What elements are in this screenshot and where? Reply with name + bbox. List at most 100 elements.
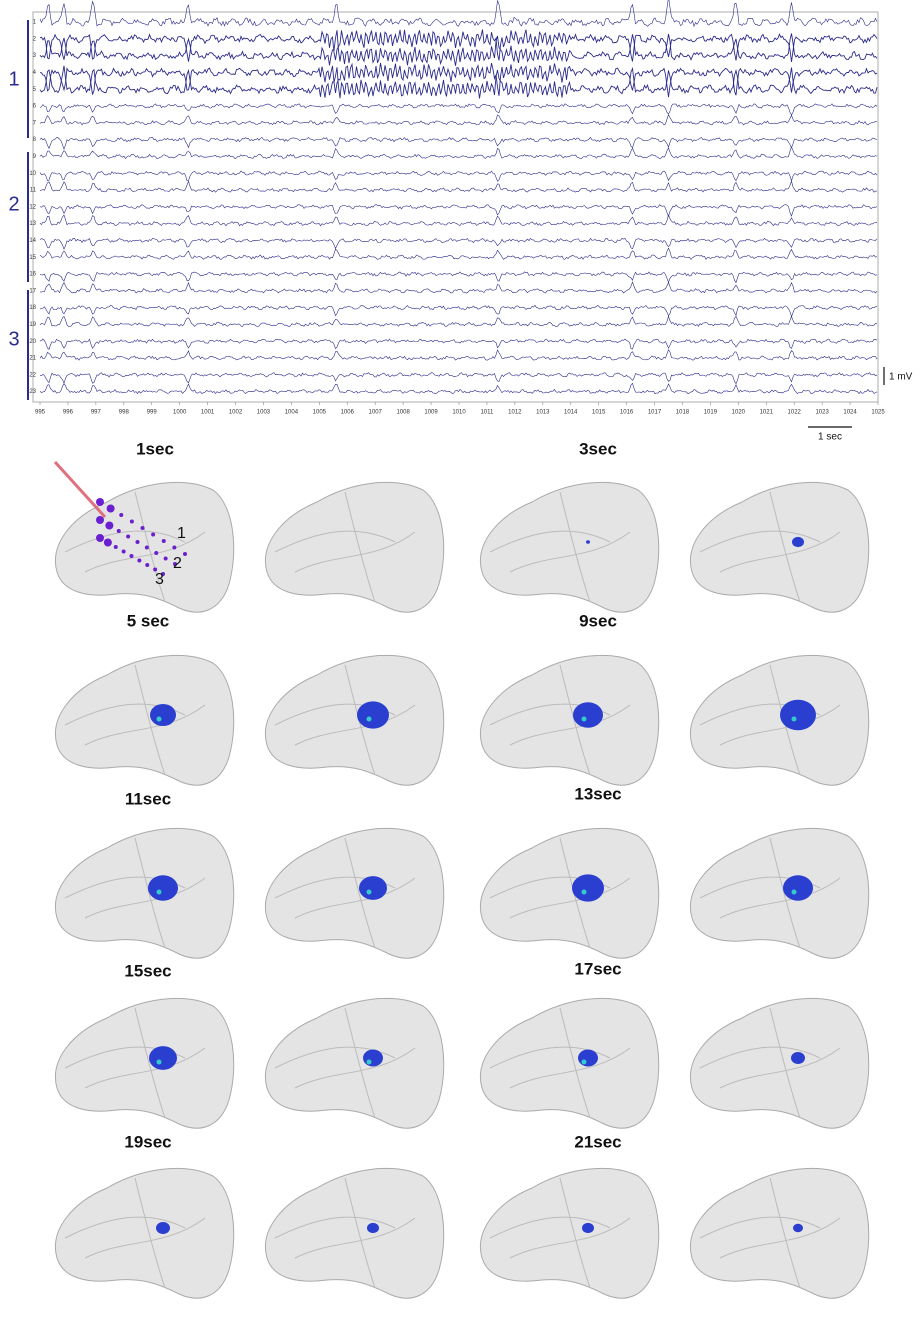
brain-surface bbox=[55, 998, 233, 1128]
x-tick-label: 1018 bbox=[676, 410, 690, 416]
electrode-contact bbox=[130, 520, 134, 524]
channel-label: 22 bbox=[29, 372, 36, 378]
activation-core bbox=[792, 717, 797, 722]
channel-label: 7 bbox=[33, 120, 37, 126]
electrode-contact bbox=[145, 563, 149, 567]
eeg-trace bbox=[40, 0, 877, 26]
x-tick-label: 1021 bbox=[760, 410, 774, 416]
eeg-trace bbox=[40, 238, 877, 249]
eeg-trace bbox=[40, 30, 877, 66]
brain-panel bbox=[55, 828, 233, 958]
x-tick-label: 1019 bbox=[704, 410, 718, 416]
activation-blob bbox=[572, 874, 604, 901]
probe bbox=[55, 462, 105, 517]
brain-surface bbox=[265, 655, 443, 785]
activation-core bbox=[157, 717, 162, 722]
brain-panel bbox=[480, 655, 658, 785]
channel-label: 16 bbox=[29, 272, 36, 278]
brain-panel bbox=[690, 655, 868, 785]
brain-panel bbox=[690, 828, 868, 958]
activation-blob bbox=[149, 1046, 177, 1070]
brain-surface bbox=[480, 828, 658, 958]
activation-blob bbox=[586, 540, 590, 543]
channel-label: 4 bbox=[33, 70, 37, 76]
x-tick-label: 1004 bbox=[285, 410, 299, 416]
channel-label: 15 bbox=[29, 255, 36, 261]
eeg-trace bbox=[40, 205, 877, 217]
activation-core bbox=[582, 717, 587, 722]
time-label: 9sec bbox=[579, 611, 617, 630]
brain-panel bbox=[480, 828, 658, 958]
activation-blob bbox=[792, 537, 804, 547]
electrode-label: 3 bbox=[155, 571, 164, 588]
brain-panel bbox=[265, 1168, 443, 1298]
x-tick-label: 1014 bbox=[564, 410, 578, 416]
brain-surface bbox=[690, 482, 868, 612]
channel-label: 13 bbox=[29, 221, 36, 227]
eeg-trace bbox=[40, 215, 877, 226]
channel-label: 19 bbox=[29, 322, 36, 328]
channel-label: 6 bbox=[33, 104, 37, 110]
x-tick-label: 1010 bbox=[452, 410, 466, 416]
eeg-trace bbox=[40, 66, 877, 99]
time-label: 13sec bbox=[574, 784, 621, 803]
channel-label: 23 bbox=[29, 389, 36, 395]
electrode-contact bbox=[151, 533, 155, 537]
eeg-trace bbox=[40, 104, 877, 115]
brain-surface bbox=[480, 998, 658, 1128]
eeg-trace bbox=[40, 181, 877, 192]
activation-core bbox=[367, 717, 372, 722]
activation-core bbox=[792, 890, 797, 895]
brain-surface bbox=[265, 998, 443, 1128]
brain-panel bbox=[265, 998, 443, 1128]
activation-blob bbox=[780, 700, 816, 731]
electrode-contact bbox=[164, 557, 168, 561]
electrode-contact bbox=[104, 539, 112, 547]
x-tick-label: 1024 bbox=[843, 410, 857, 416]
brain-surface bbox=[55, 828, 233, 958]
x-tick-label: 1005 bbox=[313, 410, 327, 416]
x-tick-label: 995 bbox=[35, 410, 46, 416]
time-label: 3sec bbox=[579, 439, 617, 458]
channel-label: 10 bbox=[29, 171, 36, 177]
channel-label: 1 bbox=[33, 20, 37, 26]
activation-blob bbox=[582, 1223, 594, 1233]
brain-panel bbox=[690, 1168, 868, 1298]
channel-label: 9 bbox=[33, 154, 37, 160]
eeg-trace bbox=[40, 282, 877, 293]
activation-blob bbox=[578, 1050, 598, 1067]
activation-blob bbox=[573, 702, 603, 728]
x-tick-label: 1020 bbox=[732, 410, 746, 416]
brain-panel bbox=[480, 482, 658, 612]
brain-surface bbox=[480, 482, 658, 612]
channel-label: 5 bbox=[33, 87, 37, 93]
brain-panel bbox=[55, 1168, 233, 1298]
channel-label: 2 bbox=[33, 36, 37, 42]
channel-label: 3 bbox=[33, 53, 37, 59]
electrode-label: 1 bbox=[177, 525, 186, 542]
electrode-contact bbox=[105, 522, 113, 530]
x-tick-label: 1025 bbox=[871, 410, 885, 416]
brain-surface bbox=[480, 1168, 658, 1298]
x-tick-label: 1006 bbox=[341, 410, 355, 416]
activation-blob bbox=[791, 1052, 805, 1064]
x-tick-label: 1001 bbox=[201, 410, 215, 416]
electrode-contact bbox=[136, 540, 140, 544]
brain-surface bbox=[690, 828, 868, 958]
activation-blob bbox=[156, 1222, 170, 1234]
electrode-contact bbox=[122, 550, 126, 554]
brain-surface bbox=[55, 482, 233, 612]
electrode-contact bbox=[145, 546, 149, 550]
brain-surface bbox=[265, 1168, 443, 1298]
eeg-trace bbox=[40, 115, 877, 125]
channel-label: 20 bbox=[29, 339, 36, 345]
brain-surface bbox=[690, 998, 868, 1128]
activation-blob bbox=[150, 704, 176, 726]
brain-panel bbox=[690, 998, 868, 1128]
brain-panel bbox=[690, 482, 868, 612]
brain-surface bbox=[690, 1168, 868, 1298]
electrode-contact bbox=[117, 529, 121, 533]
x-tick-label: 1003 bbox=[257, 410, 271, 416]
